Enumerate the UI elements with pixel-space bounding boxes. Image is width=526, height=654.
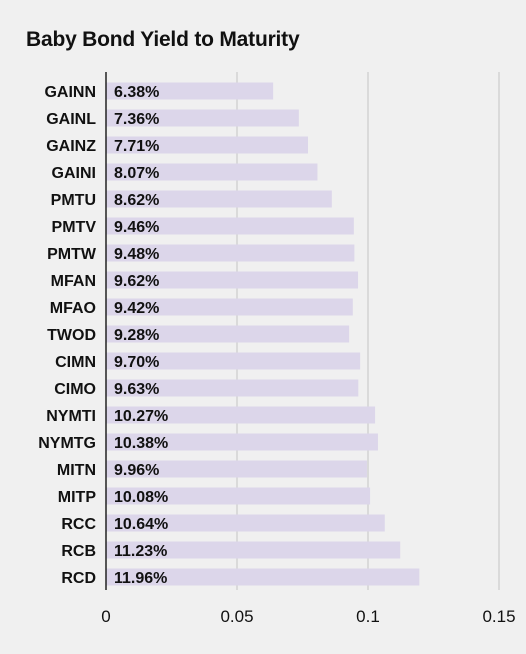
category-label: NYMTG	[38, 435, 96, 452]
data-label: 10.38%	[114, 435, 168, 452]
bar	[106, 433, 378, 451]
category-label: GAINL	[46, 111, 96, 128]
chart-title: Baby Bond Yield to Maturity	[26, 28, 300, 51]
category-label: GAINZ	[46, 138, 96, 155]
category-label: GAINI	[52, 165, 96, 182]
category-label: MFAN	[51, 273, 96, 290]
bar	[106, 271, 359, 289]
bar	[106, 352, 361, 370]
bar	[106, 406, 376, 424]
data-label: 6.38%	[114, 84, 159, 101]
category-label: PMTU	[51, 192, 96, 209]
data-label: 9.28%	[114, 327, 159, 344]
data-label: 9.46%	[114, 219, 159, 236]
bar	[106, 163, 318, 181]
data-label: 9.48%	[114, 246, 159, 263]
data-label: 9.62%	[114, 273, 159, 290]
category-label: RCD	[61, 570, 96, 587]
data-label: 9.42%	[114, 300, 159, 317]
category-label: GAINN	[44, 84, 96, 101]
bar	[106, 190, 332, 208]
bar	[106, 109, 299, 127]
category-label: TWOD	[47, 327, 96, 344]
bar	[106, 244, 355, 262]
bar	[106, 325, 350, 343]
bar	[106, 136, 309, 154]
data-label: 7.36%	[114, 111, 159, 128]
category-label: PMTW	[47, 246, 97, 263]
bar	[106, 541, 401, 559]
bar	[106, 217, 354, 235]
x-tick-label: 0.15	[482, 607, 515, 626]
x-tick-label: 0	[101, 607, 110, 626]
category-label: CIMO	[54, 381, 96, 398]
bar	[106, 379, 359, 397]
data-label: 11.23%	[114, 543, 167, 560]
category-label: NYMTI	[46, 408, 96, 425]
data-label: 7.71%	[114, 138, 159, 155]
bar	[106, 298, 353, 316]
data-label: 9.70%	[114, 354, 159, 371]
bar	[106, 460, 367, 478]
x-tick-label: 0.05	[220, 607, 253, 626]
category-label: PMTV	[52, 219, 97, 236]
category-label: RCB	[61, 543, 96, 560]
data-label: 11.96%	[114, 570, 167, 587]
category-label: MITP	[58, 489, 97, 506]
bar	[106, 568, 420, 586]
bar	[106, 514, 385, 532]
data-label: 10.64%	[114, 516, 168, 533]
data-label: 9.63%	[114, 381, 159, 398]
data-label: 8.62%	[114, 192, 159, 209]
category-label: MITN	[57, 462, 96, 479]
category-label: MFAO	[50, 300, 96, 317]
category-label: CIMN	[55, 354, 96, 371]
bar	[106, 487, 371, 505]
data-label: 10.27%	[114, 408, 168, 425]
category-label: RCC	[61, 516, 96, 533]
data-label: 10.08%	[114, 489, 168, 506]
data-label: 9.96%	[114, 462, 159, 479]
x-tick-label: 0.1	[356, 607, 380, 626]
data-label: 8.07%	[114, 165, 159, 182]
bar	[106, 82, 274, 100]
